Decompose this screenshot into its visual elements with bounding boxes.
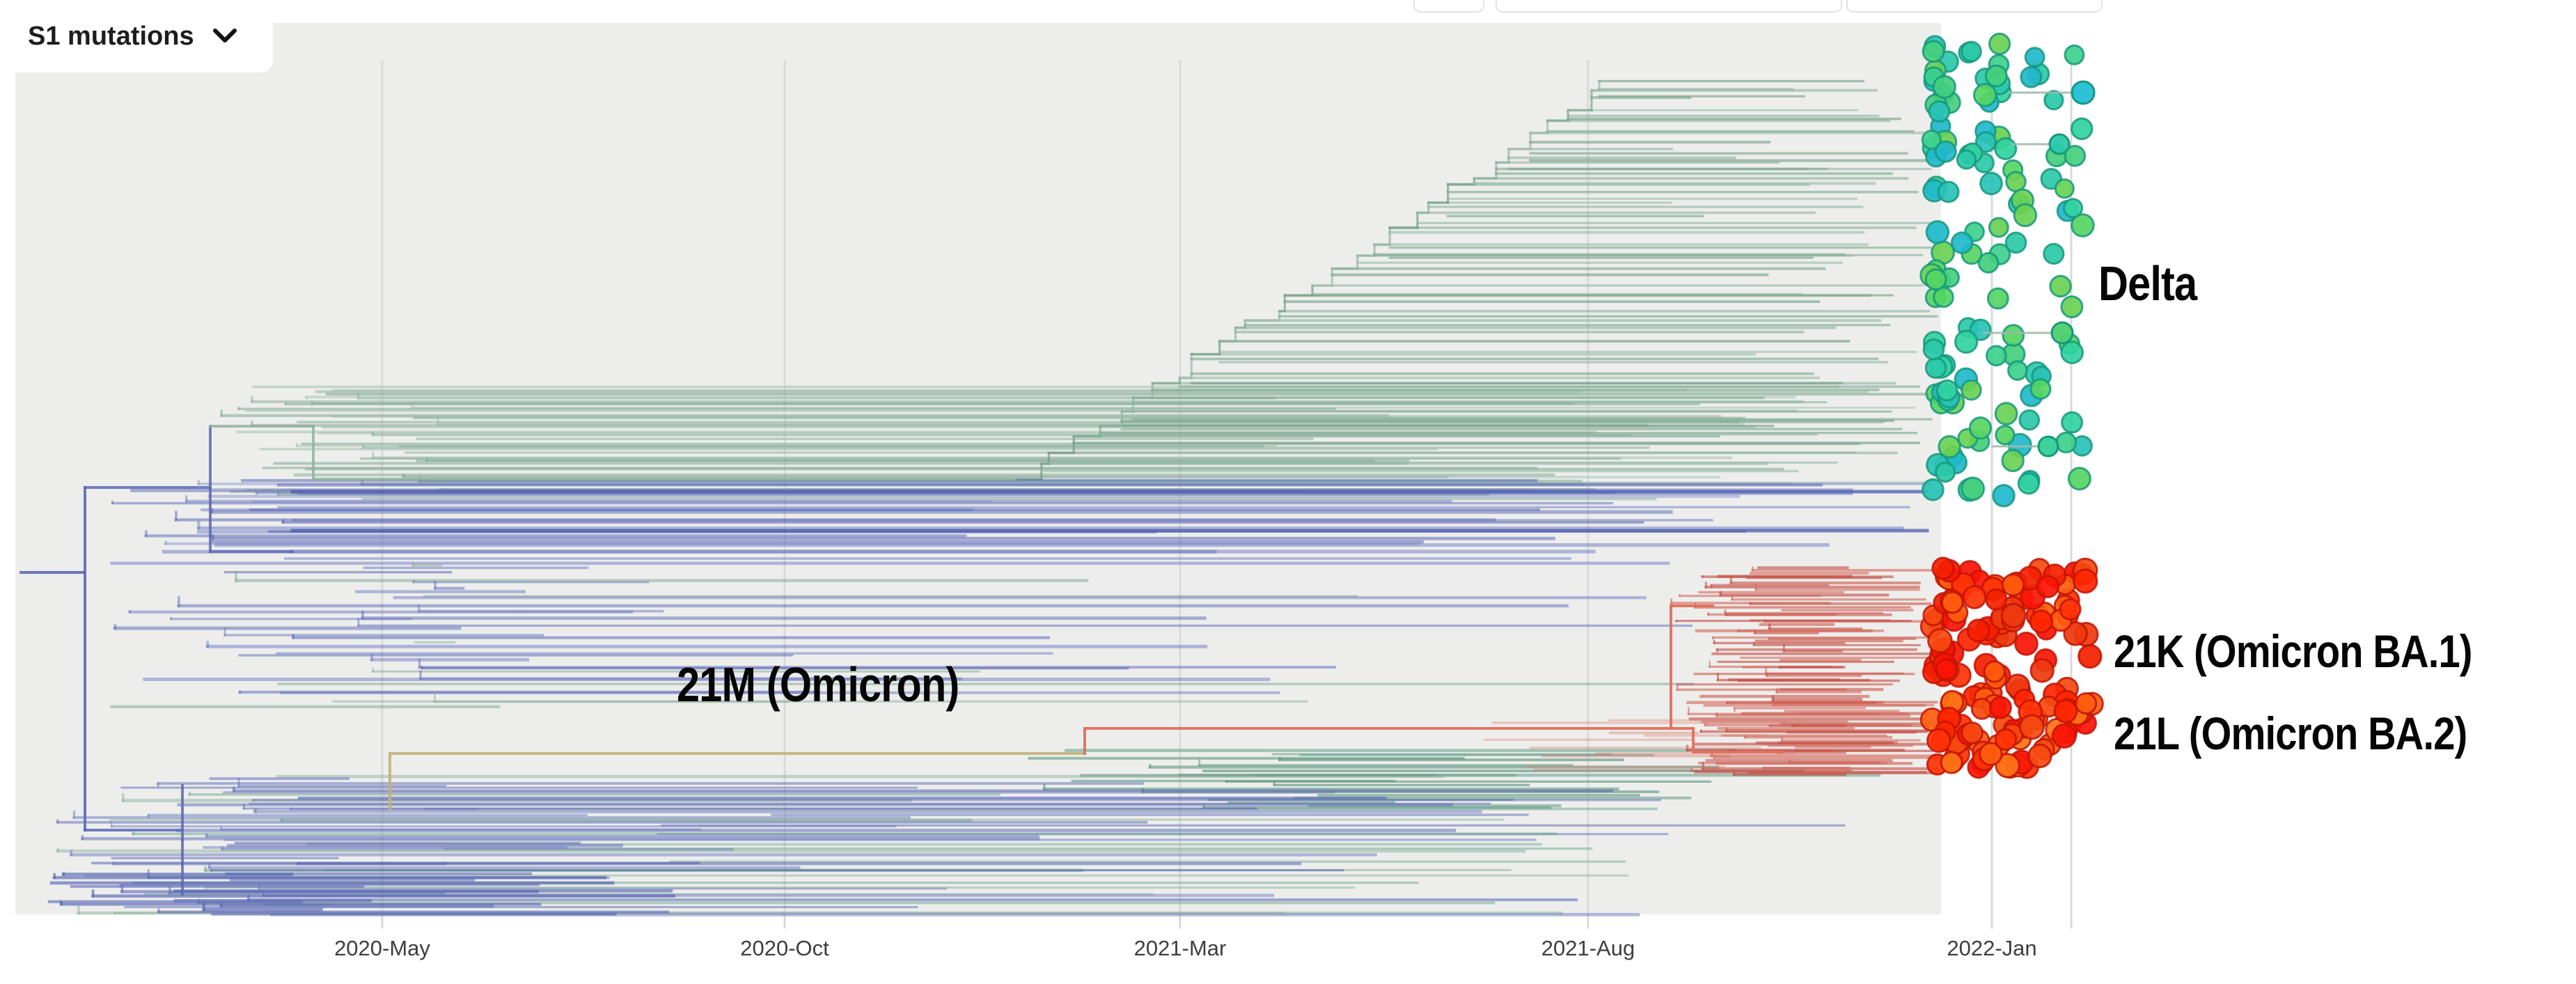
color-by-dropdown-label: S1 mutations <box>28 21 194 51</box>
color-by-dropdown[interactable]: S1 mutations <box>0 0 273 72</box>
branch-group-mid-band[interactable] <box>110 557 1695 709</box>
cut-off-control-fragment[interactable] <box>1846 0 2103 13</box>
branch-group-omicron-21l-fan[interactable] <box>1686 701 1942 776</box>
branch-group-delta-staircase[interactable] <box>1014 79 1938 485</box>
delta-tips[interactable] <box>1919 32 2095 508</box>
backbone-branches[interactable] <box>19 393 1937 896</box>
axis-tick-label: 2021-Mar <box>1133 936 1227 960</box>
branch-group-bottom-fan[interactable] <box>56 774 1661 916</box>
branch-group-bottom-dense[interactable] <box>47 872 675 916</box>
clade-label-21m[interactable]: 21M (Omicron) <box>677 657 959 712</box>
clade-label-21l[interactable]: 21L (Omicron BA.2) <box>2114 708 2467 759</box>
axis-tick-label: 2020-May <box>334 936 430 960</box>
omicron-ba1-tips[interactable] <box>1919 556 2103 708</box>
clade-label-delta[interactable]: Delta <box>2098 256 2197 311</box>
outlier-tips[interactable] <box>1981 80 2096 458</box>
omicron-ba2-tips[interactable] <box>1919 687 2104 779</box>
branch-group-omicron-21k-fan[interactable] <box>1670 566 1941 701</box>
clade-label-21k[interactable]: 21K (Omicron BA.1) <box>2114 625 2472 677</box>
cut-off-control-fragment[interactable] <box>1495 0 1842 13</box>
axis-tick-label: 2021-Aug <box>1541 936 1635 960</box>
axis-tick-label: 2022-Jan <box>1947 936 2037 960</box>
chevron-down-icon <box>212 28 237 45</box>
cut-off-control-fragment[interactable] <box>1413 0 1484 13</box>
axis-tick-label: 2020-Oct <box>740 936 829 960</box>
